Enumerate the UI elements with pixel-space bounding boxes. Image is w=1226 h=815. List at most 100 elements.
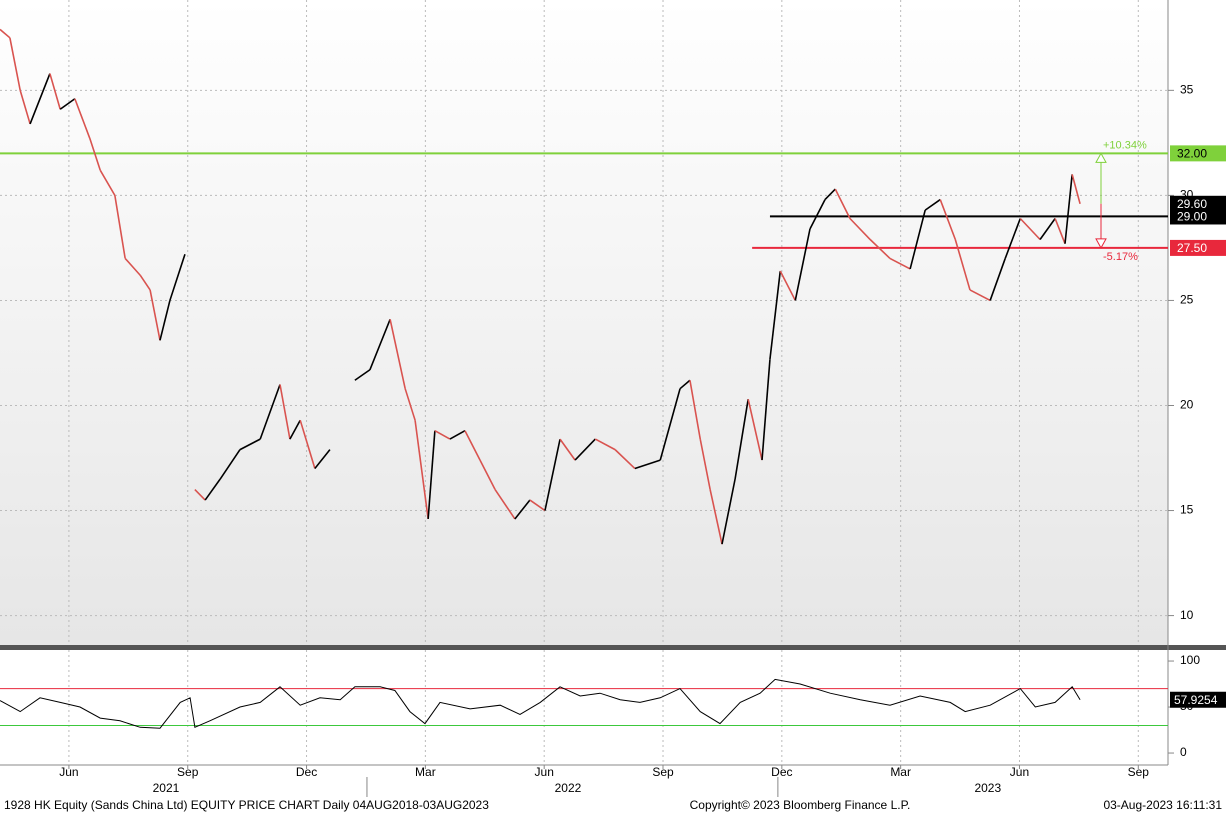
price-segment xyxy=(824,188,836,201)
price-segment xyxy=(594,438,616,451)
price-segment xyxy=(1019,217,1041,241)
price-segment xyxy=(869,238,891,259)
price-segment xyxy=(259,384,281,440)
level-tag-label: 27.50 xyxy=(1177,241,1207,255)
year-label: 2023 xyxy=(974,781,1001,795)
level-tag xyxy=(1170,209,1226,225)
price-segment xyxy=(9,37,21,91)
price-segment xyxy=(969,289,991,302)
price-panel xyxy=(0,0,1168,645)
price-segment xyxy=(574,438,596,461)
x-tick-label: Dec xyxy=(296,765,317,779)
change-label: +10.34% xyxy=(1103,139,1147,151)
price-segment xyxy=(721,478,736,545)
price-segment xyxy=(369,319,391,371)
price-segment xyxy=(614,449,636,470)
price-segment xyxy=(99,169,116,196)
price-segment xyxy=(1039,218,1056,240)
x-tick-label: Sep xyxy=(652,765,674,779)
price-segment xyxy=(679,379,691,390)
price-segment xyxy=(834,188,851,219)
price-segment xyxy=(139,274,151,291)
price-segment xyxy=(1054,218,1066,245)
last-price-tag xyxy=(1170,195,1226,212)
price-segment xyxy=(1064,174,1073,244)
price-segment xyxy=(169,253,186,301)
price-segment xyxy=(769,270,782,360)
y-tick-label: 20 xyxy=(1180,398,1194,412)
footer-left: 1928 HK Equity (Sands China Ltd) EQUITY … xyxy=(4,798,489,812)
rsi-panel xyxy=(0,650,1168,765)
price-segment xyxy=(689,380,702,440)
rsi-last-tag xyxy=(1170,691,1226,708)
price-segment xyxy=(89,138,101,171)
y-tick-label: 15 xyxy=(1180,503,1194,517)
panel-divider xyxy=(0,645,1226,650)
level-tag-label: 32.00 xyxy=(1177,147,1207,161)
price-segment xyxy=(747,399,763,461)
x-tick-label: Mar xyxy=(890,765,911,779)
y-tick-label: 25 xyxy=(1180,293,1194,307)
x-tick-label: Mar xyxy=(415,765,436,779)
price-segment xyxy=(849,217,871,241)
x-tick-label: Jun xyxy=(1010,765,1029,779)
price-segment xyxy=(289,419,301,440)
price-segment xyxy=(279,384,291,440)
change-label: -5.17% xyxy=(1103,251,1138,263)
y-tick-label: 10 xyxy=(1180,608,1194,622)
price-segment xyxy=(49,73,61,110)
price-segment xyxy=(1004,218,1022,259)
price-segment xyxy=(709,489,723,545)
rsi-last-label: 57.9254 xyxy=(1174,693,1218,707)
price-segment xyxy=(414,420,429,520)
price-segment xyxy=(29,73,51,125)
price-segment xyxy=(427,430,436,520)
price-segment xyxy=(299,419,316,469)
price-segment xyxy=(699,438,711,490)
price-segment xyxy=(939,199,957,240)
rsi-line xyxy=(0,678,1081,729)
x-tick-label: Jun xyxy=(535,765,554,779)
price-segment xyxy=(514,499,531,520)
footer-right: 03-Aug-2023 16:11:31 xyxy=(1103,798,1222,812)
price-segment xyxy=(1071,174,1081,205)
arrow-head-up xyxy=(1095,152,1107,163)
price-segment xyxy=(204,478,221,501)
price-segment xyxy=(239,438,261,451)
price-segment xyxy=(19,90,31,125)
price-segment xyxy=(559,438,576,461)
price-segment xyxy=(124,257,141,276)
price-segment xyxy=(0,28,11,39)
price-segment xyxy=(659,388,681,461)
price-segment xyxy=(761,359,771,461)
year-label: 2021 xyxy=(153,781,180,795)
level-tag-label: 29.00 xyxy=(1177,210,1207,224)
x-tick-label: Dec xyxy=(771,765,792,779)
price-segment xyxy=(434,430,451,440)
x-tick-label: Sep xyxy=(1128,765,1150,779)
y-tick-label: 0 xyxy=(1180,745,1187,759)
price-segment xyxy=(909,209,926,270)
arrow-head-down xyxy=(1095,238,1107,249)
x-tick-label: Jun xyxy=(59,765,78,779)
level-tag xyxy=(1170,145,1226,162)
y-tick-label: 35 xyxy=(1180,83,1194,97)
y-tick-label: 100 xyxy=(1180,653,1200,667)
price-segment xyxy=(954,239,971,291)
price-segment xyxy=(464,430,481,461)
footer-center: Copyright© 2023 Bloomberg Finance L.P. xyxy=(690,798,911,812)
year-label: 2022 xyxy=(555,781,582,795)
price-segment xyxy=(389,319,406,389)
price-segment xyxy=(544,438,561,511)
price-segment xyxy=(114,195,126,259)
price-segment xyxy=(794,228,811,301)
price-segment xyxy=(494,489,516,520)
price-segment xyxy=(634,459,661,470)
price-segment xyxy=(734,399,749,480)
price-segment xyxy=(159,300,171,341)
price-segment xyxy=(354,369,371,381)
price-segment xyxy=(779,270,797,301)
price-segment xyxy=(149,289,161,341)
price-segment xyxy=(59,98,76,110)
